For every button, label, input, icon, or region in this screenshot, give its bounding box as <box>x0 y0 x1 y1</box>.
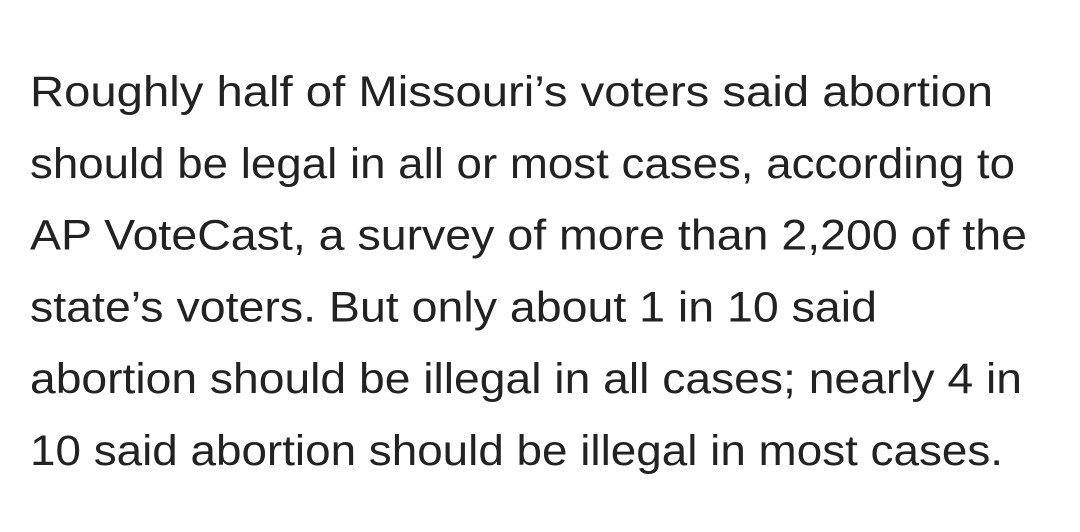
text-line: 10 said abortion should be illegal in mo… <box>30 427 1003 475</box>
text-line: should be legal in all or most cases, ac… <box>30 140 1015 188</box>
text-line: abortion should be illegal in all cases;… <box>30 355 1022 403</box>
text-line: state’s voters. But only about 1 in 10 s… <box>30 283 877 331</box>
text-line: AP VoteCast, a survey of more than 2,200… <box>30 212 1027 260</box>
text-line: Roughly half of Missouri’s voters said a… <box>30 68 993 116</box>
